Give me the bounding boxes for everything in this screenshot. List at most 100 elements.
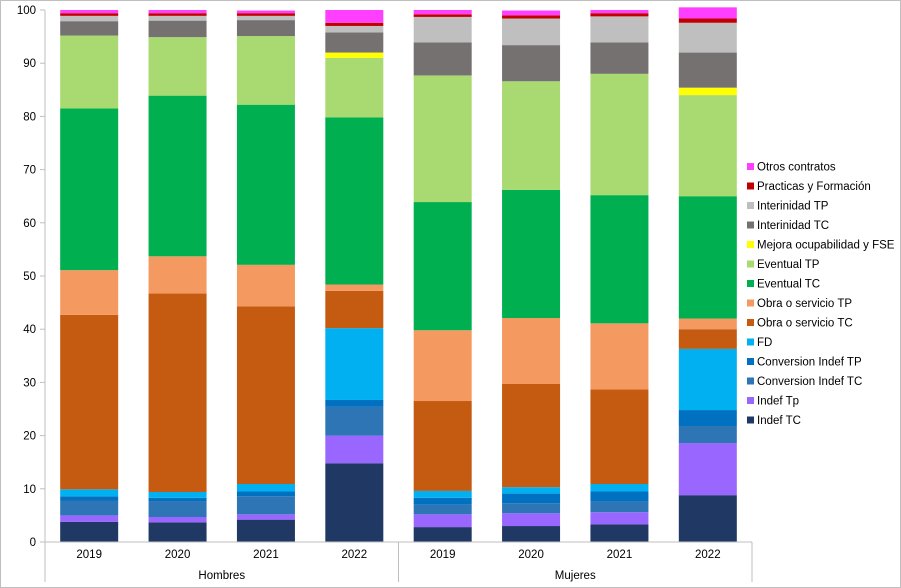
bar-segment-interinidad-tc [413, 42, 472, 76]
bar-segment-indef-tc [502, 526, 561, 542]
legend-swatch [747, 377, 754, 385]
bar-segment-conversion-indef-tp [678, 410, 737, 427]
bar-segment-conversion-indef-tc [502, 503, 561, 514]
bar-segment-interinidad-tc [325, 32, 384, 53]
bar-segment-conversion-indef-tp [148, 497, 207, 502]
bar-segment-indef-tp [325, 435, 384, 464]
bar-segment-obra-o-servicio-tp [60, 270, 119, 315]
bar-segment-eventual-tc [236, 104, 295, 265]
legend-label: Conversion Indef TC [757, 376, 862, 388]
bar-segment-conversion-indef-tp [60, 496, 119, 501]
legend-label: Eventual TC [757, 279, 820, 291]
bar-segment-indef-tp [590, 512, 649, 525]
y-tick-label: 100 [17, 5, 36, 17]
bar-segment-fd [413, 490, 472, 498]
x-year-label: 2020 [518, 549, 544, 561]
bar-segment-eventual-tc [148, 95, 207, 257]
bar-segment-conversion-indef-tc [413, 504, 472, 515]
legend-label: Indef Tp [757, 396, 799, 408]
bar-segment-obra-o-servicio-tc [590, 389, 649, 485]
bar-segment-practicas-y-formaci-n [590, 13, 649, 17]
bar-segment-fd [502, 487, 561, 494]
bar-segment-mejora-ocupabilidad-y-fse [678, 87, 737, 96]
legend-swatch [747, 397, 754, 404]
legend-swatch [747, 338, 754, 346]
bar-segment-fd [590, 484, 649, 492]
x-year-label: 2020 [165, 549, 191, 561]
bar-segment-eventual-tc [678, 196, 737, 319]
legend-swatch [747, 358, 754, 365]
bar-segment-eventual-tp [678, 95, 737, 197]
bar-segment-fd [60, 489, 119, 497]
x-year-label: 2019 [430, 549, 456, 561]
bar-segment-eventual-tp [60, 35, 119, 109]
legend-label: Otros contratos [757, 162, 836, 174]
bar-segment-obra-o-servicio-tc [678, 329, 737, 349]
bar-segment-fd [236, 484, 295, 492]
bar-segment-conversion-indef-tc [148, 501, 207, 517]
y-tick-label: 90 [23, 58, 36, 70]
bar-segment-interinidad-tc [148, 20, 207, 38]
y-tick-label: 50 [23, 271, 36, 283]
y-tick-label: 30 [23, 377, 36, 389]
bar-segment-fd [148, 491, 207, 498]
y-tick-label: 70 [23, 165, 36, 177]
bar-segment-otros-contratos [60, 10, 119, 14]
x-group-label: Hombres [198, 570, 245, 582]
bar-segment-indef-tc [678, 495, 737, 542]
bar-segment-indef-tc [413, 527, 472, 542]
bar-segment-obra-o-servicio-tp [325, 284, 384, 291]
bar-segment-interinidad-tp [236, 15, 295, 21]
y-tick-label: 20 [23, 431, 36, 443]
bar-segment-indef-tc [325, 463, 384, 542]
y-tick-label: 10 [23, 484, 36, 496]
bar-segment-practicas-y-formaci-n [413, 14, 472, 17]
legend-label: Conversion Indef TP [757, 357, 862, 369]
legend-swatch [747, 260, 754, 268]
legend-swatch [747, 319, 754, 326]
bar-segment-interinidad-tc [236, 20, 295, 37]
bar-segment-practicas-y-formaci-n [325, 22, 384, 26]
bar-segment-eventual-tp [148, 37, 207, 96]
bar-segment-eventual-tp [590, 73, 649, 196]
bar-segment-practicas-y-formaci-n [60, 13, 119, 16]
bar-segment-indef-tp [502, 513, 561, 527]
legend-swatch [747, 241, 754, 248]
bar-segment-conversion-indef-tc [590, 501, 649, 513]
bar-segment-otros-contratos [502, 10, 561, 16]
bar-segment-indef-tp [148, 516, 207, 523]
legend-label: Interinidad TP [757, 201, 829, 213]
bar-segment-otros-contratos [590, 10, 649, 14]
bar-segment-obra-o-servicio-tp [236, 264, 295, 307]
bar-segment-eventual-tc [590, 195, 649, 324]
bar-segment-otros-contratos [236, 10, 295, 14]
bar-segment-interinidad-tc [590, 42, 649, 74]
bar-segment-fd [325, 328, 384, 400]
bar-segment-eventual-tc [413, 202, 472, 331]
bar-segment-interinidad-tc [678, 52, 737, 88]
bar-segment-fd [678, 348, 737, 411]
legend-swatch [747, 221, 754, 229]
bar-segment-practicas-y-formaci-n [678, 18, 737, 23]
x-group-label: Mujeres [555, 570, 596, 582]
x-year-label: 2021 [607, 549, 633, 561]
bar-segment-conversion-indef-tp [413, 497, 472, 505]
bar-segment-otros-contratos [325, 10, 384, 23]
bar-segment-practicas-y-formaci-n [148, 13, 207, 16]
legend-swatch [747, 280, 754, 287]
bar-segment-obra-o-servicio-tc [502, 383, 561, 488]
bar-segment-interinidad-tp [590, 16, 649, 43]
bar-segment-indef-tc [148, 522, 207, 542]
bar-segment-conversion-indef-tc [325, 406, 384, 436]
legend-label: Obra o servicio TC [757, 318, 853, 330]
bar-segment-indef-tc [590, 524, 649, 542]
bar-segment-interinidad-tp [60, 15, 119, 22]
y-tick-label: 0 [30, 537, 36, 549]
bar-segment-obra-o-servicio-tp [678, 318, 737, 330]
bar-segment-eventual-tc [60, 108, 119, 271]
bar-segment-indef-tc [236, 519, 295, 542]
bar-segment-obra-o-servicio-tc [236, 306, 295, 485]
bar-segment-mejora-ocupabilidad-y-fse [325, 52, 384, 58]
bar-segment-indef-tp [236, 514, 295, 520]
